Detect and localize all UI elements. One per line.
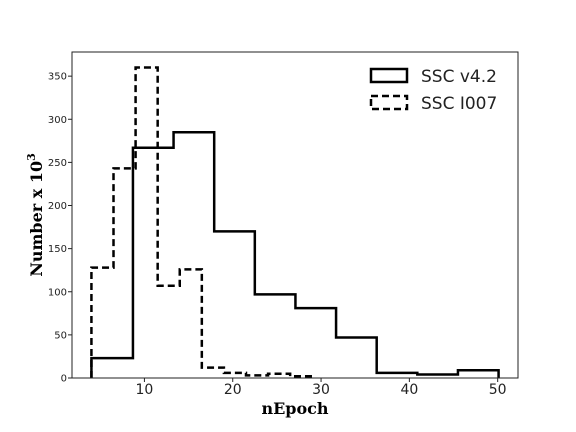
series-line-ssc-i007 — [90, 66, 314, 378]
y-tick-label: 150 — [48, 244, 67, 255]
x-axis-title: nEpoch — [261, 399, 328, 418]
y-tick-label: 200 — [48, 201, 67, 212]
y-tick-label: 100 — [48, 287, 67, 298]
legend-swatch-solid — [369, 67, 409, 84]
y-axis-title-exponent: 3 — [25, 153, 38, 161]
legend-label-ssc-i007: SSC I007 — [421, 94, 497, 114]
x-tick-label: 50 — [489, 382, 507, 398]
x-tick-label: 20 — [224, 382, 242, 398]
series-line-ssc-v42 — [90, 130, 500, 378]
legend: SSC v4.2 SSC I007 — [369, 67, 497, 114]
y-tick-label: 250 — [48, 158, 67, 169]
y-axis-title: Number x 103 — [25, 153, 46, 277]
series-layer — [90, 66, 500, 378]
y-axis-title-main: Number x 10 — [27, 161, 46, 277]
x-tick-label: 40 — [400, 382, 418, 398]
legend-swatch-dashed — [369, 94, 409, 111]
x-tick-label: 30 — [312, 382, 330, 398]
x-axis-ticks: 10 20 30 40 50 — [136, 378, 507, 398]
y-tick-label: 50 — [54, 330, 67, 341]
plot-area — [72, 52, 518, 378]
y-tick-label: 350 — [48, 72, 67, 83]
x-tick-label: 10 — [136, 382, 154, 398]
legend-label-ssc-v42: SSC v4.2 — [421, 67, 497, 87]
plot-frame — [71, 51, 519, 379]
y-axis-ticks: 0 50 100 150 200 250 300 350 — [48, 72, 72, 385]
y-tick-label: 0 — [61, 374, 67, 385]
y-tick-label: 300 — [48, 115, 67, 126]
